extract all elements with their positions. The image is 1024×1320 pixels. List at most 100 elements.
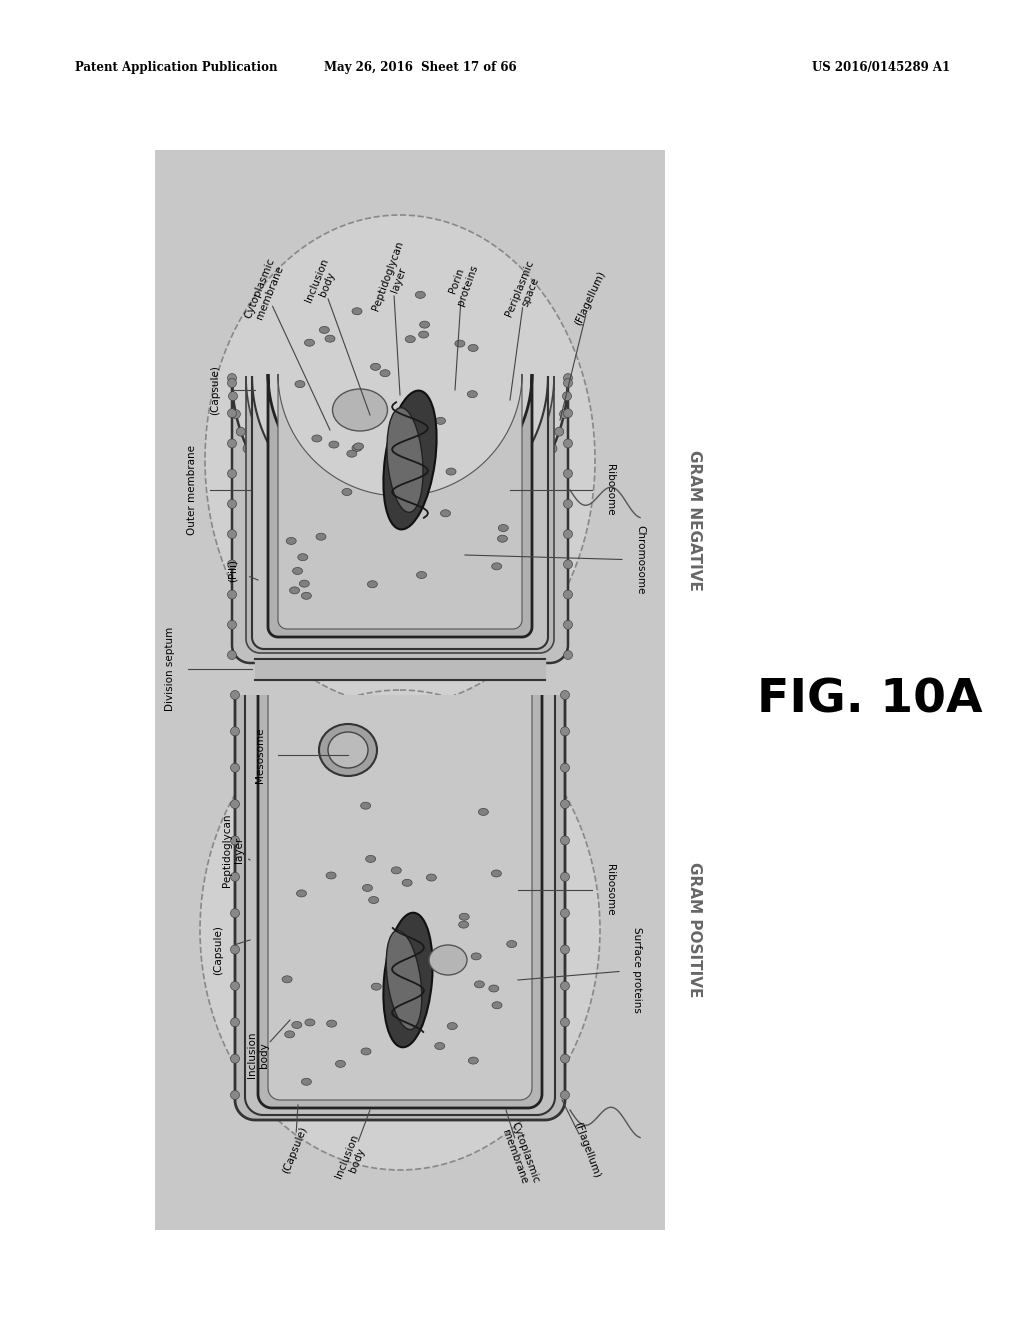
Ellipse shape xyxy=(227,440,237,447)
Ellipse shape xyxy=(298,553,308,561)
Text: Surface proteins: Surface proteins xyxy=(632,927,642,1012)
Text: Ribosome: Ribosome xyxy=(605,465,615,516)
Text: Chromosome: Chromosome xyxy=(635,525,645,595)
Ellipse shape xyxy=(319,326,330,334)
Ellipse shape xyxy=(559,409,568,418)
Ellipse shape xyxy=(252,461,260,469)
Ellipse shape xyxy=(329,441,339,447)
Ellipse shape xyxy=(386,541,395,550)
Ellipse shape xyxy=(419,331,429,338)
Ellipse shape xyxy=(299,581,309,587)
Ellipse shape xyxy=(319,723,377,776)
Ellipse shape xyxy=(227,620,237,630)
Ellipse shape xyxy=(326,873,336,879)
Ellipse shape xyxy=(262,475,270,484)
Ellipse shape xyxy=(467,391,477,397)
Text: (Flagellum): (Flagellum) xyxy=(572,1121,602,1180)
Ellipse shape xyxy=(435,1043,444,1049)
Ellipse shape xyxy=(227,374,237,383)
Ellipse shape xyxy=(563,529,572,539)
Polygon shape xyxy=(234,696,565,1119)
Ellipse shape xyxy=(387,408,423,512)
Text: FIG. 10A: FIG. 10A xyxy=(757,677,983,722)
Polygon shape xyxy=(268,374,532,638)
Text: Inclusion
body: Inclusion body xyxy=(247,1032,268,1078)
Ellipse shape xyxy=(360,803,371,809)
Text: (Capsule): (Capsule) xyxy=(210,366,220,414)
Ellipse shape xyxy=(492,1002,502,1008)
Ellipse shape xyxy=(301,1078,311,1085)
Text: (Capsule): (Capsule) xyxy=(281,1125,309,1175)
Text: Peptidoglycan
layer: Peptidoglycan layer xyxy=(371,240,416,317)
Ellipse shape xyxy=(227,590,237,599)
Ellipse shape xyxy=(327,1020,337,1027)
Ellipse shape xyxy=(529,475,539,484)
Ellipse shape xyxy=(446,469,456,475)
Text: (Pili): (Pili) xyxy=(228,558,238,582)
Ellipse shape xyxy=(440,536,450,544)
Ellipse shape xyxy=(231,409,241,418)
Ellipse shape xyxy=(362,884,373,891)
Ellipse shape xyxy=(350,536,359,544)
Ellipse shape xyxy=(563,379,572,388)
Ellipse shape xyxy=(301,593,311,599)
Ellipse shape xyxy=(282,975,292,983)
Ellipse shape xyxy=(347,450,356,457)
Ellipse shape xyxy=(447,1023,458,1030)
Ellipse shape xyxy=(560,981,569,990)
Ellipse shape xyxy=(290,587,300,594)
Polygon shape xyxy=(246,376,554,653)
Ellipse shape xyxy=(417,572,427,578)
Ellipse shape xyxy=(301,512,310,521)
Text: Mesosome: Mesosome xyxy=(255,727,265,783)
Ellipse shape xyxy=(548,444,557,453)
Polygon shape xyxy=(252,376,548,649)
Ellipse shape xyxy=(243,444,252,453)
Ellipse shape xyxy=(563,590,572,599)
Text: Ribosome: Ribosome xyxy=(605,865,615,916)
Polygon shape xyxy=(278,374,522,630)
Ellipse shape xyxy=(383,391,436,529)
Ellipse shape xyxy=(560,690,569,700)
Ellipse shape xyxy=(230,800,240,809)
Ellipse shape xyxy=(489,512,499,521)
Ellipse shape xyxy=(325,335,335,342)
Ellipse shape xyxy=(227,409,237,417)
Ellipse shape xyxy=(287,537,296,544)
Ellipse shape xyxy=(499,524,508,532)
Ellipse shape xyxy=(563,499,572,508)
Ellipse shape xyxy=(328,733,368,768)
Text: Peptidoglycan
layer: Peptidoglycan layer xyxy=(222,813,244,887)
Ellipse shape xyxy=(369,540,377,548)
Ellipse shape xyxy=(560,763,569,772)
Ellipse shape xyxy=(560,1090,569,1100)
Ellipse shape xyxy=(406,335,416,343)
Bar xyxy=(155,150,665,1230)
Ellipse shape xyxy=(383,912,432,1047)
Text: GRAM NEGATIVE: GRAM NEGATIVE xyxy=(687,450,702,590)
Ellipse shape xyxy=(227,469,237,478)
Text: Inclusion
body: Inclusion body xyxy=(333,1133,371,1184)
Ellipse shape xyxy=(227,560,237,569)
Ellipse shape xyxy=(563,560,572,569)
Polygon shape xyxy=(258,696,542,1107)
Ellipse shape xyxy=(230,836,240,845)
Ellipse shape xyxy=(429,945,467,975)
Ellipse shape xyxy=(227,651,237,660)
Ellipse shape xyxy=(560,908,569,917)
Ellipse shape xyxy=(560,1018,569,1027)
Ellipse shape xyxy=(372,983,381,990)
Ellipse shape xyxy=(366,855,376,862)
Ellipse shape xyxy=(560,727,569,735)
Text: US 2016/0145289 A1: US 2016/0145289 A1 xyxy=(812,62,950,74)
Ellipse shape xyxy=(368,581,378,587)
Ellipse shape xyxy=(316,533,326,540)
Ellipse shape xyxy=(468,345,478,351)
Ellipse shape xyxy=(474,521,483,531)
Ellipse shape xyxy=(292,1022,302,1028)
Ellipse shape xyxy=(304,339,314,346)
Ellipse shape xyxy=(297,890,306,896)
Text: Porin
proteins: Porin proteins xyxy=(444,259,479,306)
Ellipse shape xyxy=(230,1018,240,1027)
Ellipse shape xyxy=(352,445,361,451)
